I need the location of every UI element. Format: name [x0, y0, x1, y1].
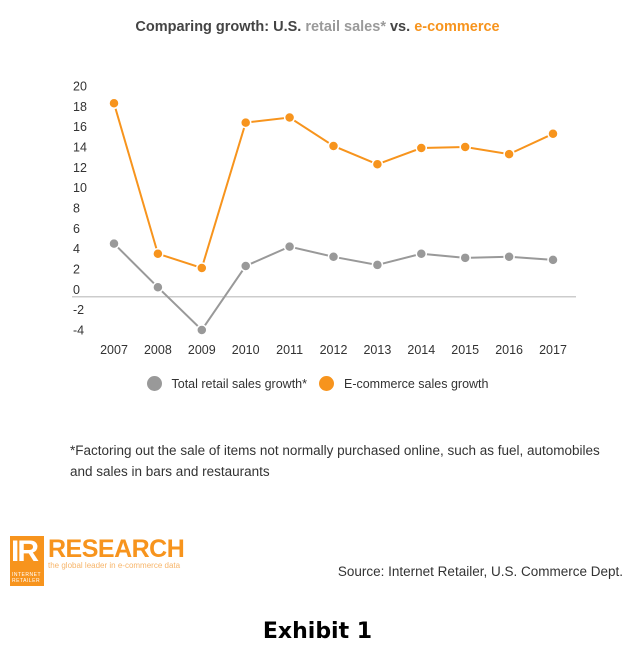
x-tick-label: 2017 — [539, 343, 567, 357]
y-tick-label: 12 — [73, 161, 87, 175]
source-note: Source: Internet Retailer, U.S. Commerce… — [337, 564, 623, 579]
y-tick-label: -4 — [73, 324, 84, 338]
retail-data-point — [371, 259, 384, 271]
ir-mark-subtext: INTERNET RETAILER — [12, 572, 41, 584]
ecommerce-data-point — [283, 111, 296, 124]
ir-logo-mark: IR INTERNET RETAILER — [10, 535, 44, 586]
ecommerce-series-line — [113, 103, 554, 270]
ecommerce-data-point — [371, 158, 384, 171]
x-tick-label: 2012 — [320, 343, 348, 357]
logo-name: RESEARCH — [48, 535, 185, 563]
legend-retail-label: Total retail sales growth* — [171, 376, 307, 391]
retail-data-point — [239, 260, 252, 272]
y-tick-label: 16 — [73, 120, 87, 134]
title-ecommerce-highlight: e-commerce — [414, 19, 500, 35]
y-tick-label: 2 — [73, 263, 80, 277]
retail-data-point — [108, 237, 120, 250]
title-middle: vs. — [385, 19, 415, 35]
y-tick-label: 10 — [73, 181, 87, 195]
ir-mark-sub-line2: RETAILER — [12, 578, 41, 584]
retail-data-point — [196, 324, 208, 336]
x-tick-label: 2016 — [495, 343, 523, 357]
ecommerce-data-point — [152, 248, 164, 260]
chart-title: Comparing growth: U.S. retail sales* vs.… — [0, 19, 635, 35]
y-tick-label: 4 — [73, 242, 80, 256]
ecommerce-data-point — [196, 262, 208, 274]
exhibit-label: Exhibit 1 — [262, 619, 373, 644]
ir-research-logo: IR INTERNET RETAILER RESEARCH the global… — [10, 535, 185, 586]
retail-data-point — [152, 281, 164, 294]
x-tick-label: 2015 — [451, 343, 479, 357]
logo-wordmark: RESEARCH the global leader in e-commerce… — [48, 535, 185, 570]
ecommerce-data-point — [108, 97, 120, 110]
legend-ecommerce-label: E-commerce sales growth — [343, 376, 489, 391]
y-tick-label: 0 — [73, 283, 80, 297]
ecommerce-data-point — [415, 142, 428, 154]
legend-ecommerce-swatch-icon — [318, 376, 334, 391]
ir-mark-text: IR — [11, 535, 39, 568]
x-tick-label: 2007 — [100, 343, 128, 357]
title-retail-highlight: retail sales* — [305, 19, 386, 35]
legend: Total retail sales growth* E-commerce sa… — [0, 376, 635, 391]
ecommerce-data-point — [547, 128, 559, 140]
logo-tagline: the global leader in e-commerce data — [48, 561, 181, 570]
ecommerce-data-point — [503, 148, 515, 160]
x-tick-label: 2013 — [363, 343, 391, 357]
retail-data-point — [283, 240, 296, 253]
ecommerce-data-point — [327, 140, 340, 152]
x-tick-label: 2014 — [407, 343, 435, 357]
y-tick-label: -2 — [73, 303, 84, 317]
ecommerce-data-point — [459, 141, 471, 153]
y-tick-label: 8 — [73, 202, 80, 216]
y-tick-label: 6 — [73, 222, 80, 236]
legend-item-ecommerce: E-commerce sales growth — [318, 376, 489, 391]
y-tick-label: 14 — [73, 141, 87, 155]
x-tick-label: 2009 — [188, 343, 216, 357]
retail-data-point — [327, 251, 340, 263]
retail-data-point — [459, 252, 471, 264]
x-tick-label: 2008 — [144, 343, 172, 357]
legend-retail-swatch-icon — [146, 376, 162, 391]
ir-mark-sub-line1: INTERNET — [12, 572, 41, 578]
legend-item-retail: Total retail sales growth* — [146, 376, 307, 391]
retail-data-point — [415, 248, 428, 260]
x-tick-label: 2011 — [276, 343, 303, 357]
y-tick-label: 20 — [73, 80, 87, 94]
title-prefix: Comparing growth: U.S. — [135, 19, 306, 35]
ecommerce-data-point — [239, 116, 252, 129]
retail-data-point — [547, 254, 559, 266]
retail-data-point — [503, 251, 515, 263]
footnote: *Factoring out the sale of items not nor… — [70, 443, 600, 479]
x-tick-label: 2010 — [232, 343, 260, 357]
y-tick-label: 18 — [73, 100, 87, 114]
